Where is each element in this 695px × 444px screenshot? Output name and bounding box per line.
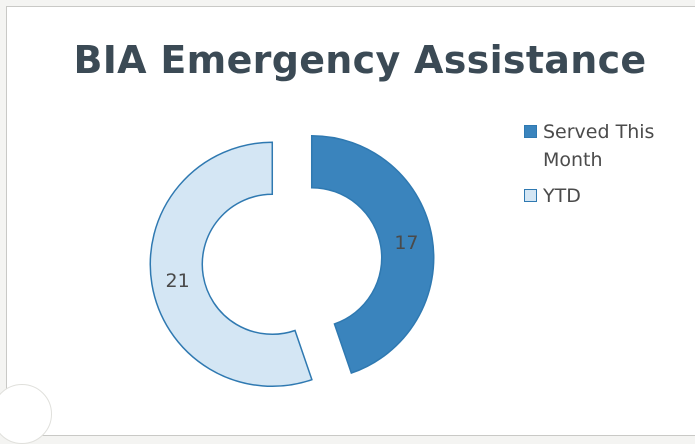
legend: Served This Month YTD — [524, 118, 693, 218]
corner-circle-decoration — [0, 384, 52, 444]
chart-title: BIA Emergency Assistance — [73, 38, 647, 82]
legend-swatch-served-this-month — [524, 125, 537, 138]
legend-item-ytd: YTD — [524, 182, 693, 210]
legend-label-ytd: YTD — [543, 185, 581, 207]
slice-ytd — [149, 141, 313, 387]
slice-served-this-month — [310, 134, 435, 375]
data-label-served-this-month: 17 — [394, 232, 418, 254]
data-label-ytd: 21 — [165, 270, 189, 292]
legend-swatch-ytd — [524, 189, 537, 202]
legend-item-served-this-month: Served This Month — [524, 118, 693, 174]
legend-label-served-this-month: Served This Month — [543, 121, 655, 171]
